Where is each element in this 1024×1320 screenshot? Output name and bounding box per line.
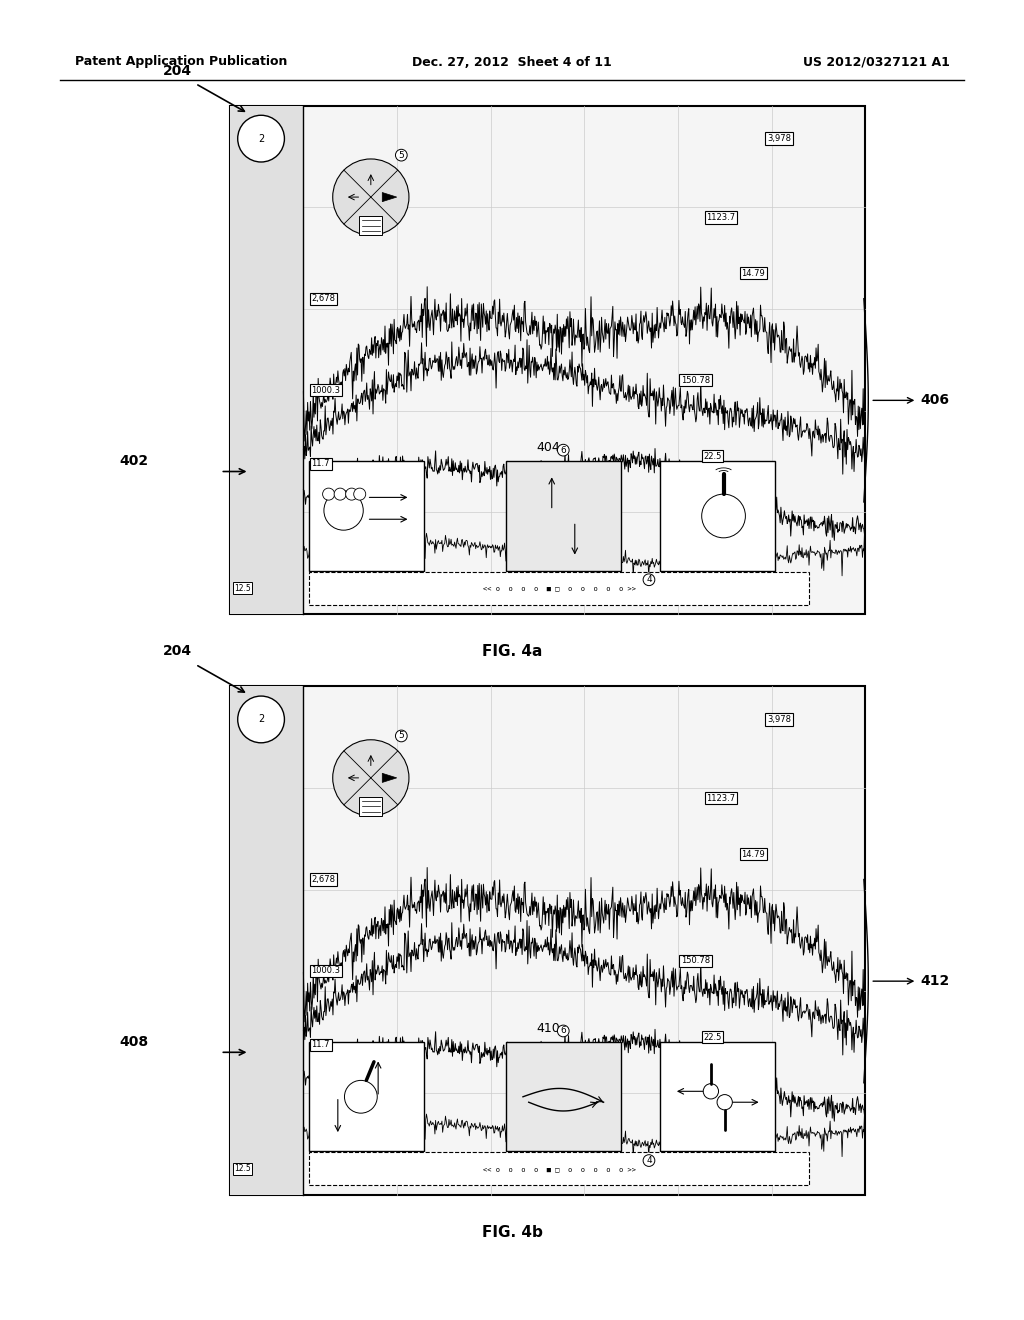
Circle shape	[238, 115, 285, 162]
Text: 22.5: 22.5	[703, 1032, 722, 1041]
Polygon shape	[382, 193, 396, 202]
Bar	[660, 1043, 775, 1151]
Bar	[309, 1152, 809, 1185]
Text: 22.5: 22.5	[703, 451, 722, 461]
Text: 4: 4	[646, 1156, 651, 1166]
Circle shape	[333, 158, 409, 235]
Bar	[230, 686, 303, 1195]
Text: 204: 204	[163, 63, 191, 78]
Text: 1123.7: 1123.7	[707, 213, 735, 222]
Text: 2,678: 2,678	[311, 294, 336, 304]
Text: 150.78: 150.78	[681, 956, 711, 965]
Text: 404: 404	[536, 441, 560, 454]
Text: 2: 2	[258, 714, 264, 725]
Bar	[309, 572, 809, 605]
Circle shape	[346, 488, 357, 500]
Circle shape	[333, 739, 409, 816]
Circle shape	[323, 488, 335, 500]
Text: 402: 402	[119, 454, 148, 469]
Text: 1000.3: 1000.3	[311, 966, 340, 975]
Text: 410: 410	[536, 1022, 560, 1035]
Text: 2: 2	[258, 133, 264, 144]
Circle shape	[334, 488, 346, 500]
Bar	[359, 216, 382, 235]
Text: 5: 5	[398, 731, 404, 741]
Text: US 2012/0327121 A1: US 2012/0327121 A1	[803, 55, 950, 69]
Text: Patent Application Publication: Patent Application Publication	[75, 55, 288, 69]
Bar	[230, 106, 865, 614]
Text: 1000.3: 1000.3	[311, 385, 340, 395]
Text: 2,678: 2,678	[311, 875, 336, 884]
Text: << o  o  o  o  ■ □  o  o  o  o  o >>: << o o o o ■ □ o o o o o >>	[482, 1166, 636, 1172]
Text: 11.7: 11.7	[311, 1040, 330, 1049]
Text: 11.7: 11.7	[311, 459, 330, 469]
Text: 1123.7: 1123.7	[707, 793, 735, 803]
Text: 6: 6	[560, 446, 566, 454]
Bar	[230, 686, 865, 1195]
Text: 14.79: 14.79	[741, 269, 765, 277]
Text: 3,978: 3,978	[767, 715, 791, 723]
Text: << o  o  o  o  ■ □  o  o  o  o  o >>: << o o o o ■ □ o o o o o >>	[482, 585, 636, 591]
Circle shape	[701, 494, 745, 537]
Circle shape	[238, 696, 285, 743]
Text: 408: 408	[119, 1035, 148, 1049]
Bar	[506, 461, 621, 570]
Bar	[309, 1043, 424, 1151]
Text: 12.5: 12.5	[234, 583, 251, 593]
Text: FIG. 4a: FIG. 4a	[482, 644, 542, 659]
Text: 150.78: 150.78	[681, 375, 711, 384]
Bar	[660, 461, 775, 570]
Text: 6: 6	[560, 1027, 566, 1035]
Text: 12.5: 12.5	[234, 1164, 251, 1173]
Text: 204: 204	[163, 644, 191, 659]
Polygon shape	[382, 774, 396, 783]
Text: 4: 4	[646, 576, 651, 585]
Bar	[309, 461, 424, 570]
Text: FIG. 4b: FIG. 4b	[481, 1225, 543, 1239]
Bar	[230, 106, 303, 614]
Circle shape	[353, 488, 366, 500]
Text: 14.79: 14.79	[741, 850, 765, 858]
Circle shape	[703, 1084, 719, 1100]
Circle shape	[717, 1094, 732, 1110]
Text: 5: 5	[398, 150, 404, 160]
Circle shape	[344, 1080, 377, 1113]
Circle shape	[324, 491, 364, 531]
Text: 3,978: 3,978	[767, 135, 791, 143]
Text: Dec. 27, 2012  Sheet 4 of 11: Dec. 27, 2012 Sheet 4 of 11	[412, 55, 612, 69]
Bar	[359, 797, 382, 816]
Text: 412: 412	[921, 974, 949, 989]
Text: 406: 406	[921, 393, 949, 408]
Bar	[506, 1043, 621, 1151]
